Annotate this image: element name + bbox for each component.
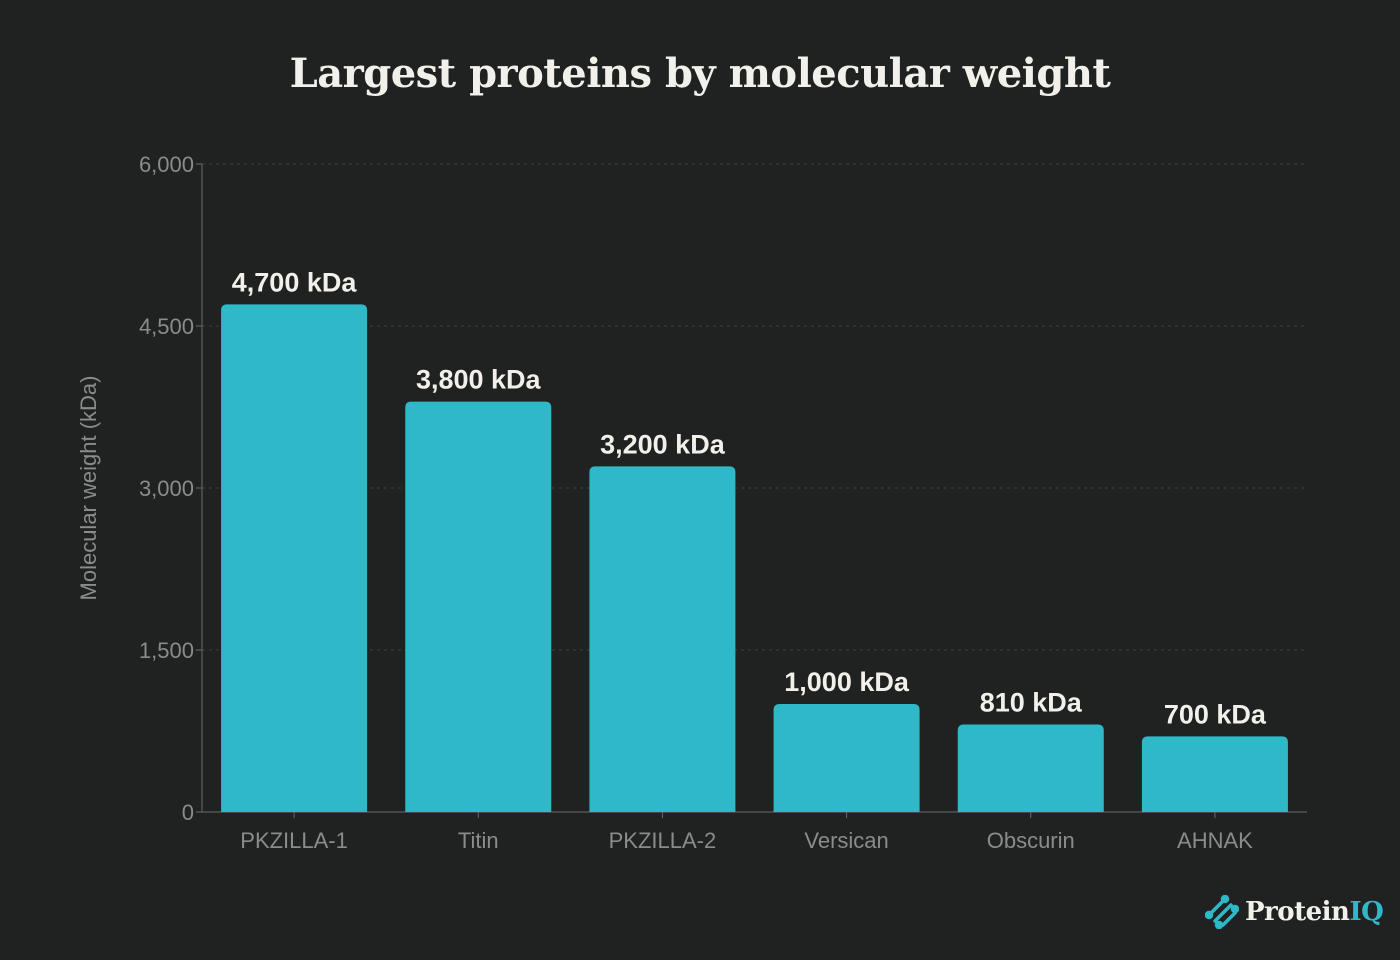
x-tick-label: Titin <box>458 828 499 853</box>
y-tick-label: 0 <box>182 800 194 825</box>
bar-ahnak <box>1141 736 1288 812</box>
y-axis-label: Molecular weight (kDa) <box>76 376 101 601</box>
y-tick-label: 6,000 <box>139 152 194 177</box>
bar-pkzilla-2 <box>589 466 736 812</box>
logo-icon <box>1205 895 1239 929</box>
data-label: 700 kDa <box>1164 699 1267 729</box>
data-label: 1,000 kDa <box>784 667 910 697</box>
bar-pkzilla-1 <box>221 304 368 812</box>
x-tick-label: Versican <box>804 828 888 853</box>
chart-title: Largest proteins by molecular weight <box>289 50 1111 97</box>
data-label: 3,800 kDa <box>416 365 542 395</box>
bar-titin <box>405 401 552 812</box>
bar-versican <box>773 704 920 812</box>
x-tick-label: PKZILLA-1 <box>240 828 348 853</box>
data-label: 4,700 kDa <box>232 267 358 297</box>
x-tick-label: PKZILLA-2 <box>609 828 717 853</box>
proteiniq-logo: ProteinIQ <box>1205 895 1384 929</box>
data-label: 3,200 kDa <box>600 429 726 459</box>
bar-obscurin <box>957 724 1104 812</box>
x-tick-label: AHNAK <box>1177 828 1253 853</box>
x-tick-label: Obscurin <box>987 828 1075 853</box>
logo-text-accent: IQ <box>1349 897 1384 927</box>
y-tick-label: 1,500 <box>139 638 194 663</box>
y-tick-label: 3,000 <box>139 476 194 501</box>
data-label: 810 kDa <box>980 688 1083 718</box>
logo-text: Protein <box>1245 897 1350 927</box>
y-tick-label: 4,500 <box>139 314 194 339</box>
